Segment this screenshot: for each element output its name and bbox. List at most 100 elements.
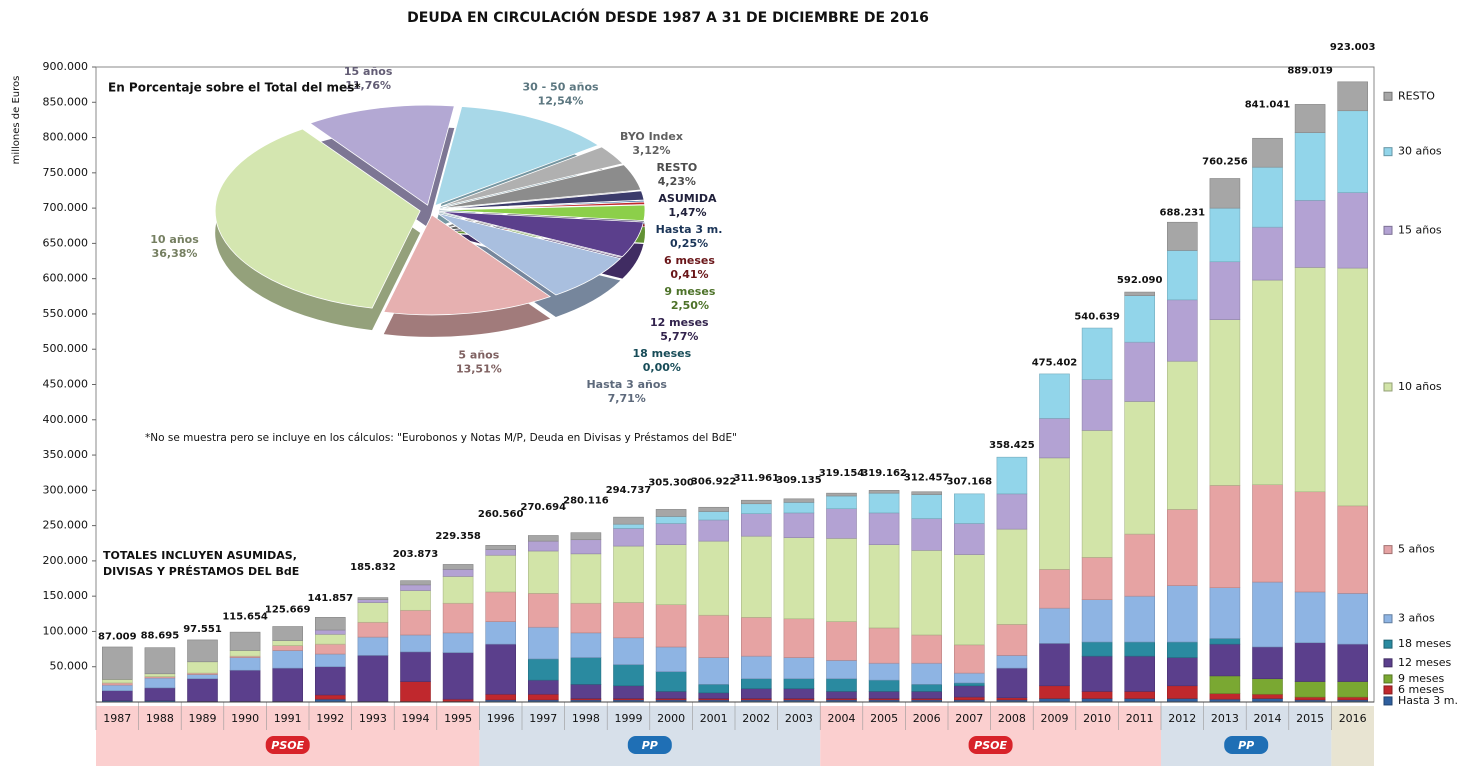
bar-segment bbox=[953, 493, 985, 524]
total-label: 203.873 bbox=[393, 549, 439, 560]
bar-segment bbox=[485, 554, 517, 593]
pie-label: ASUMIDA bbox=[658, 192, 717, 205]
pie-value-label: 36,38% bbox=[152, 247, 198, 260]
bar-segment bbox=[357, 636, 389, 656]
bar-segment bbox=[868, 691, 900, 699]
bar-segment bbox=[1081, 327, 1113, 380]
x-tick-label: 2004 bbox=[828, 712, 856, 725]
x-tick-label: 2001 bbox=[700, 712, 728, 725]
bar-segment bbox=[400, 651, 431, 682]
x-tick-label: 2009 bbox=[1041, 712, 1069, 725]
x-tick-label: 1996 bbox=[487, 712, 515, 725]
bar-segment bbox=[698, 684, 730, 694]
x-tick-label: 2002 bbox=[742, 712, 770, 725]
bar-segment bbox=[1252, 646, 1283, 680]
bar-segment bbox=[911, 518, 943, 551]
bar-segment bbox=[527, 535, 559, 542]
bar-segment bbox=[1124, 655, 1155, 692]
x-tick-label: 2003 bbox=[785, 712, 813, 725]
bar-segment bbox=[442, 576, 474, 604]
pie-label: Hasta 3 años bbox=[586, 378, 667, 391]
bar-segment bbox=[1124, 291, 1155, 296]
bar-segment bbox=[996, 456, 1028, 495]
legend-swatch bbox=[1383, 674, 1393, 684]
bar-segment bbox=[1081, 379, 1113, 431]
bar-segment bbox=[102, 646, 133, 680]
chart-title: DEUDA EN CIRCULACIÓN DESDE 1987 A 31 DE … bbox=[407, 8, 929, 26]
bar-segment bbox=[698, 511, 730, 521]
total-label: 475.402 bbox=[1032, 358, 1078, 369]
bar-segment bbox=[826, 678, 857, 692]
bar-segment bbox=[1252, 484, 1283, 583]
bar-segment bbox=[314, 666, 346, 696]
bar-segment bbox=[442, 632, 474, 653]
x-tick-label: 2011 bbox=[1126, 712, 1154, 725]
bar-segment bbox=[1209, 638, 1241, 645]
bar-segment bbox=[996, 655, 1028, 669]
bar-segment bbox=[272, 626, 304, 641]
total-label: 319.154 bbox=[819, 468, 865, 479]
legend-label: 6 meses bbox=[1398, 683, 1444, 696]
bar-segment bbox=[613, 664, 644, 687]
y-axis-label: millones de Euros bbox=[11, 76, 22, 165]
x-tick-label: 2005 bbox=[870, 712, 898, 725]
bar-segment bbox=[272, 667, 304, 702]
total-label: 280.116 bbox=[563, 495, 609, 506]
x-tick-label: 1991 bbox=[274, 712, 302, 725]
bar-segment bbox=[740, 617, 772, 657]
pie-label: 12 meses bbox=[650, 316, 709, 329]
total-label: 229.358 bbox=[435, 531, 481, 542]
y-tick-label: 400.000 bbox=[43, 413, 89, 426]
x-tick-label: 2010 bbox=[1083, 712, 1111, 725]
bar-segment bbox=[868, 544, 900, 629]
y-tick-label: 150.000 bbox=[43, 589, 89, 602]
bar-segment bbox=[485, 643, 517, 695]
pie-slice bbox=[439, 211, 644, 258]
legend-label: 30 años bbox=[1398, 145, 1442, 158]
x-tick-label: 1994 bbox=[402, 712, 430, 725]
party-logo bbox=[627, 736, 672, 754]
bar-segment bbox=[911, 491, 943, 495]
bar-segment bbox=[826, 495, 857, 509]
bar-segment bbox=[953, 672, 985, 684]
bar-segment bbox=[1209, 485, 1241, 588]
party-logo bbox=[1224, 736, 1269, 754]
bar-segment bbox=[570, 602, 602, 634]
bar-segment bbox=[570, 632, 602, 658]
bar-segment bbox=[1337, 505, 1368, 594]
pie-value-label: 3,12% bbox=[632, 144, 670, 157]
pie-label: 15 años bbox=[344, 65, 393, 78]
pie-label: 18 meses bbox=[633, 347, 692, 360]
legend-label: 12 meses bbox=[1398, 656, 1451, 669]
bar-segment bbox=[1081, 655, 1113, 692]
bar-segment bbox=[655, 544, 687, 605]
bar-segment bbox=[1252, 166, 1283, 228]
bar-segment bbox=[1252, 279, 1283, 485]
bar-segment bbox=[613, 637, 644, 665]
bar-segment bbox=[953, 682, 985, 687]
note: DIVISAS Y PRÉSTAMOS DEL BdE bbox=[103, 565, 299, 578]
party-logo bbox=[265, 736, 310, 754]
bar-segment bbox=[826, 621, 857, 661]
bar-segment bbox=[314, 629, 346, 635]
pie-value-label: 0,25% bbox=[670, 237, 708, 250]
pie-value-label: 1,47% bbox=[668, 206, 706, 219]
bar-segment bbox=[826, 538, 857, 622]
pie-slice bbox=[439, 201, 646, 211]
bar-segment bbox=[1081, 557, 1113, 600]
bar-segment bbox=[314, 643, 346, 655]
y-tick-label: 900.000 bbox=[43, 60, 89, 73]
bar-segment bbox=[1167, 360, 1198, 510]
legend-swatch bbox=[1383, 639, 1393, 649]
bar-segment bbox=[314, 653, 346, 668]
pie-slice bbox=[309, 104, 455, 206]
pie-slice bbox=[439, 164, 642, 209]
legend-label: 10 años bbox=[1398, 380, 1442, 393]
bar-segment bbox=[613, 545, 644, 603]
pie-label: 30 - 50 años bbox=[523, 81, 599, 94]
bar-segment bbox=[740, 513, 772, 537]
bar-segment bbox=[1167, 221, 1198, 251]
bar-segment bbox=[783, 618, 815, 658]
legend-swatch bbox=[1383, 147, 1393, 157]
bar-segment bbox=[527, 540, 559, 552]
